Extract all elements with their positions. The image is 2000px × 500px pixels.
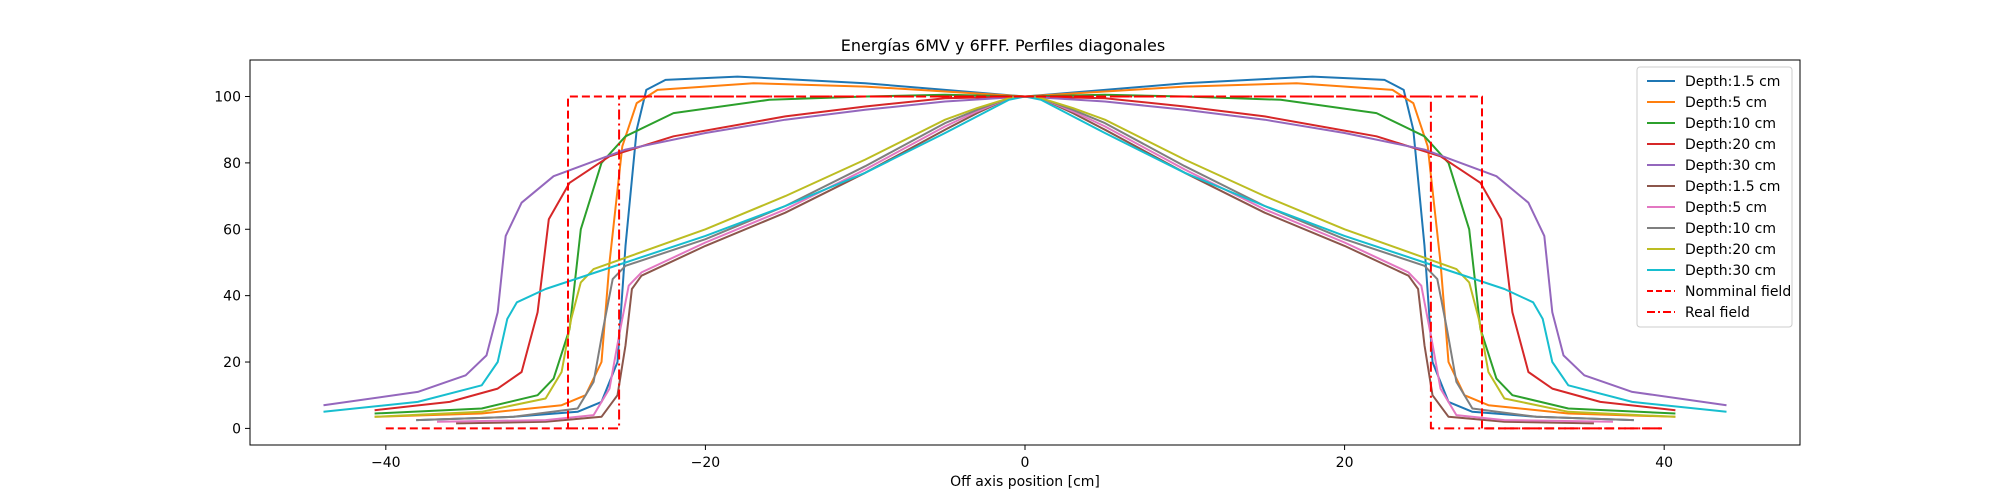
legend-label: Depth:1.5 cm [1685, 74, 1780, 90]
series-line [374, 82, 1676, 418]
series-line [374, 95, 1676, 418]
x-tick-label: 0 [1021, 455, 1030, 471]
x-tick-label: −20 [691, 455, 721, 471]
legend-label: Depth:30 cm [1685, 158, 1776, 174]
plot-frame [249, 59, 1801, 446]
legend-label: Depth:20 cm [1685, 242, 1776, 258]
series-line [568, 95, 1665, 430]
series-line [323, 95, 1727, 413]
y-tick-label: 100 [214, 90, 241, 106]
legend-label: Depth:5 cm [1685, 200, 1767, 216]
legend-label: Depth:5 cm [1685, 95, 1767, 111]
chart-title: Energías 6MV y 6FFF. Perfiles diagonales [841, 36, 1165, 55]
x-axis: −40 −20 0 20 40 [371, 445, 1673, 471]
legend-box [1636, 66, 1793, 328]
y-tick-label: 20 [223, 355, 241, 371]
legend-label: Depth:10 cm [1685, 221, 1776, 237]
legend: Depth:1.5 cm Depth:5 cm Depth:10 cm Depth:2… [1636, 66, 1793, 328]
series-line [416, 95, 1634, 422]
y-axis: 0 20 40 60 80 100 [214, 90, 250, 437]
series-line [374, 93, 1676, 415]
x-tick-label: −40 [371, 455, 401, 471]
y-tick-label: 80 [223, 156, 241, 172]
x-tick-label: 20 [1336, 455, 1354, 471]
series-layer [323, 75, 1727, 430]
y-tick-label: 0 [232, 421, 241, 437]
x-tick-label: 40 [1655, 455, 1673, 471]
legend-label: Depth:1.5 cm [1685, 179, 1780, 195]
legend-label: Depth:20 cm [1685, 137, 1776, 153]
series-line [323, 95, 1727, 407]
legend-label: Nomminal field [1685, 284, 1791, 300]
y-tick-label: 40 [223, 289, 241, 305]
series-line [374, 95, 1676, 412]
legend-label: Depth:30 cm [1685, 263, 1776, 279]
y-tick-label: 60 [223, 222, 241, 238]
legend-label: Depth:10 cm [1685, 116, 1776, 132]
series-line [456, 95, 1594, 425]
x-axis-label: Off axis position [cm] [950, 474, 1100, 490]
legend-label: Real field [1685, 305, 1750, 321]
